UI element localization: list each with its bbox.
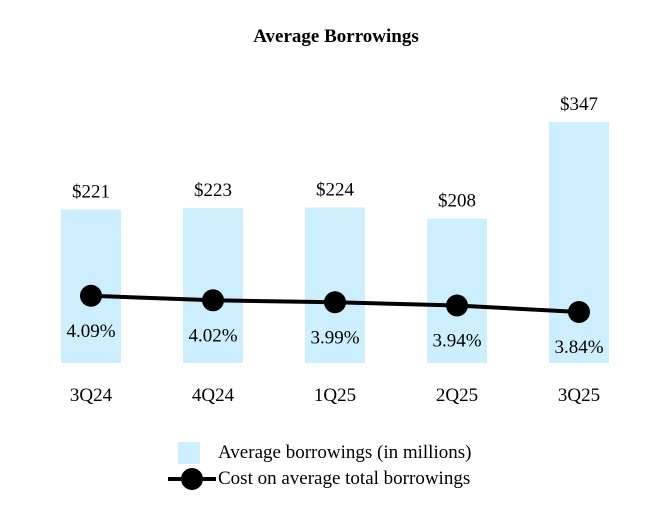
bar-value-label: $221 <box>72 182 110 203</box>
x-tick-label: 4Q24 <box>192 385 235 406</box>
bar-4Q24 <box>183 208 243 363</box>
bar-value-label: $208 <box>438 191 476 212</box>
cost-value-label: 3.99% <box>310 327 359 348</box>
cost-point-3Q24 <box>80 284 102 307</box>
cost-point-1Q25 <box>324 291 346 314</box>
cost-value-label: 4.02% <box>188 325 237 346</box>
bar-value-label: $223 <box>194 180 232 201</box>
legend-bar-label: Average borrowings (in millions) <box>218 442 472 463</box>
cost-point-3Q25 <box>568 301 590 323</box>
x-tick-label: 1Q25 <box>314 385 356 406</box>
cost-value-label: 3.94% <box>432 331 481 352</box>
cost-value-label: 4.09% <box>66 321 115 342</box>
legend-bar-swatch <box>178 442 200 464</box>
x-tick-label: 3Q24 <box>70 385 113 406</box>
chart-title: Average Borrowings <box>253 26 419 47</box>
bar-value-label: $224 <box>316 179 355 200</box>
bar-value-label: $347 <box>560 94 598 115</box>
cost-point-2Q25 <box>446 294 468 317</box>
x-tick-label: 3Q25 <box>558 385 600 406</box>
bar-2Q25 <box>427 218 487 363</box>
cost-point-4Q24 <box>202 289 224 312</box>
cost-value-label: 3.84% <box>554 337 603 358</box>
x-tick-label: 2Q25 <box>436 385 478 406</box>
bar-1Q25 <box>305 207 365 363</box>
legend-line-label: Cost on average total borrowings <box>218 468 471 489</box>
legend-item-bars: Average borrowings (in millions) <box>168 440 471 466</box>
bar-3Q25 <box>549 122 609 363</box>
chart-plot: $221 3Q24 $223 4Q24 $224 1Q25 $208 2Q25 $347 3Q25… <box>61 94 609 406</box>
legend: Average borrowings (in millions) Cost on… <box>168 440 471 492</box>
legend-line-marker-icon <box>168 468 216 490</box>
legend-item-line: Cost on average total borrowings <box>168 466 471 492</box>
